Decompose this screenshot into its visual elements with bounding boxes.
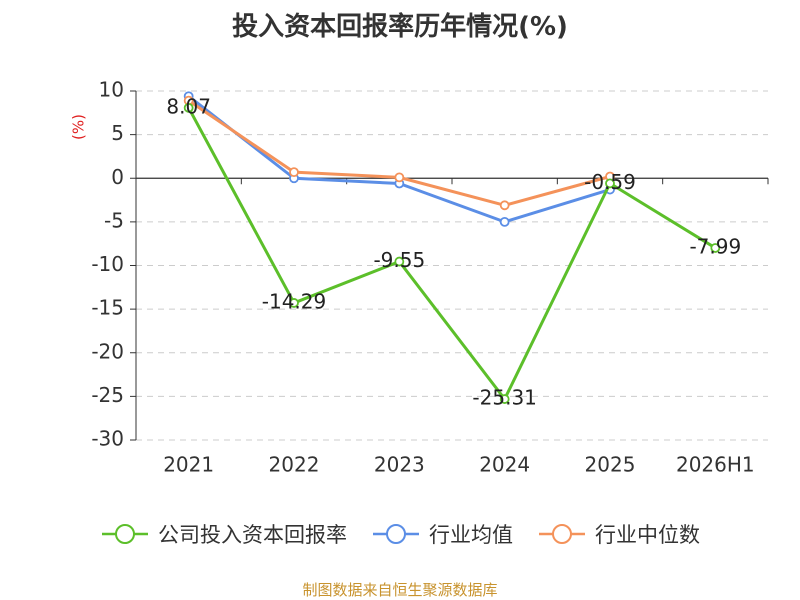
data-point <box>289 298 299 308</box>
legend-label: 公司投入资本回报率 <box>158 523 347 547</box>
axes: 10 5 0 -5 -10 -15 -20 -25 -30 2021 2022 2023 2024 202… <box>91 78 769 477</box>
y-tick-label: -5 <box>104 208 124 232</box>
x-tick-label: 2021 <box>163 453 214 477</box>
data-label: -7.99 <box>689 234 741 258</box>
legend-item[interactable]: 公司投入资本回报率 <box>100 519 347 549</box>
data-label: -0.59 <box>584 170 636 194</box>
y-tick-label: -10 <box>91 252 124 276</box>
data-point <box>605 178 615 189</box>
data-point <box>710 243 721 253</box>
y-tick-label: -15 <box>91 296 124 320</box>
data-point <box>499 200 510 211</box>
data-point <box>394 256 405 267</box>
legend: 公司投入资本回报率 行业均值 行业中位数 <box>0 519 800 549</box>
data-label: -14.29 <box>262 289 326 313</box>
series-line <box>187 99 611 207</box>
y-tick-label: -30 <box>91 427 124 451</box>
data-label: -9.55 <box>373 248 425 272</box>
data-point <box>499 216 510 227</box>
x-tick-label: 2022 <box>269 453 320 477</box>
series-group <box>183 91 721 404</box>
data-label: -25.31 <box>472 386 536 410</box>
data-point <box>394 172 405 183</box>
legend-label: 行业中位数 <box>595 523 700 547</box>
data-point <box>183 102 194 113</box>
y-tick-label: 10 <box>99 78 124 102</box>
source-note: 制图数据来自恒生聚源数据库 <box>302 581 498 599</box>
grid-lines <box>136 90 768 441</box>
legend-swatch-icon <box>102 524 148 544</box>
x-tick-label: 2025 <box>585 453 636 477</box>
y-axis-label: (%) <box>70 114 88 140</box>
data-labels: 8.07 -14.29 -9.55 -25.31 -0.59 -7.99 <box>166 94 741 409</box>
series-line <box>187 95 611 224</box>
y-tick-label: -20 <box>91 339 124 363</box>
legend-swatch-icon <box>373 524 419 544</box>
legend-item[interactable]: 行业中位数 <box>537 519 700 549</box>
data-point <box>289 167 299 178</box>
legend-item[interactable]: 行业均值 <box>371 519 513 549</box>
x-tick-label: 2024 <box>479 453 530 477</box>
x-tick-label: 2026H1 <box>676 453 755 477</box>
series-line <box>187 107 717 401</box>
data-label: 8.07 <box>166 94 211 118</box>
data-point <box>499 394 510 404</box>
y-tick-label: 5 <box>111 121 124 145</box>
legend-label: 行业均值 <box>429 523 513 547</box>
legend-swatch-icon <box>539 524 585 544</box>
x-tick-label: 2023 <box>374 453 425 477</box>
chart-title: 投入资本回报率历年情况(%) <box>232 12 568 42</box>
y-tick-label: -25 <box>91 383 124 407</box>
y-tick-label: 0 <box>111 165 124 189</box>
